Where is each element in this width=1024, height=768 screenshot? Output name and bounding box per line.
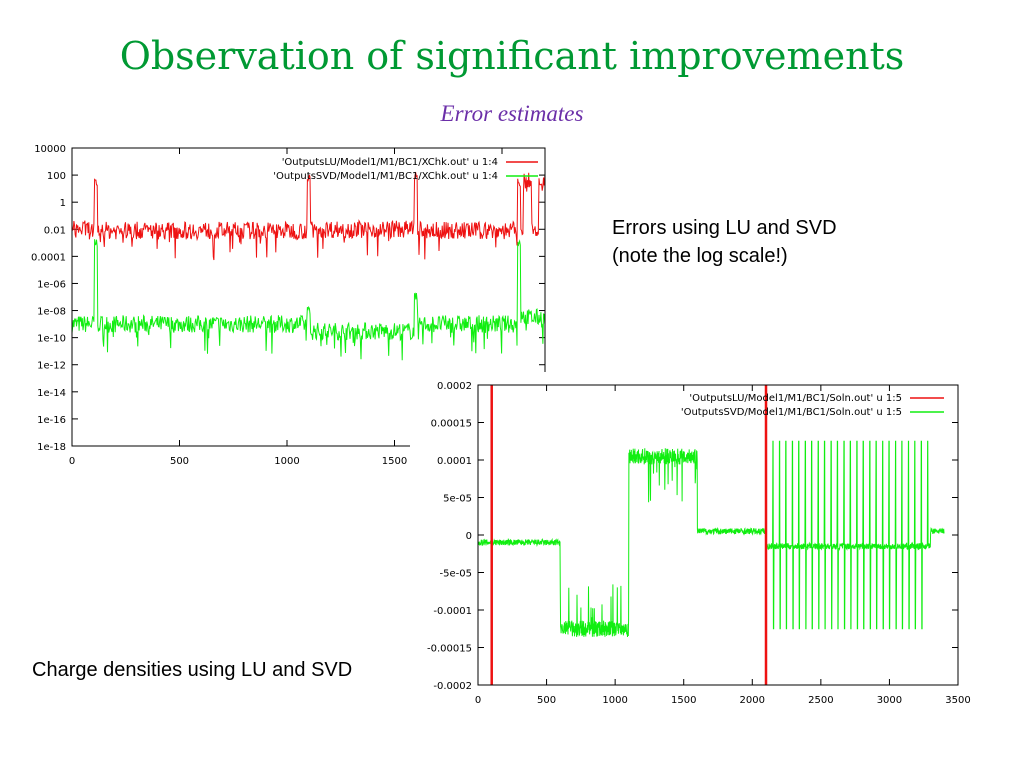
x-tick-label: 2000 bbox=[740, 695, 765, 706]
x-tick-label: 500 bbox=[537, 695, 556, 706]
y-tick-label: 1 bbox=[60, 198, 66, 209]
plot-area bbox=[478, 385, 958, 685]
y-tick-label: -0.00015 bbox=[427, 644, 472, 655]
y-tick-label: 1e-06 bbox=[37, 279, 66, 290]
charge-note: Charge densities using LU and SVD bbox=[32, 659, 353, 681]
y-tick-label: 0.00015 bbox=[431, 419, 472, 430]
y-tick-label: 0 bbox=[466, 531, 472, 542]
y-tick-label: 1e-12 bbox=[37, 361, 66, 372]
x-tick-label: 1000 bbox=[274, 456, 299, 467]
series-lines bbox=[478, 385, 945, 685]
x-tick-label: 1500 bbox=[382, 456, 407, 467]
y-tick-label: 1e-08 bbox=[37, 307, 66, 318]
y-tick-label: 1e-10 bbox=[37, 334, 66, 345]
x-tick-label: 500 bbox=[170, 456, 189, 467]
slide-subtitle: Error estimates bbox=[440, 101, 584, 126]
x-tick-label: 1500 bbox=[671, 695, 696, 706]
y-tick-label: -5e-05 bbox=[440, 569, 472, 580]
y-tick-label: 0.0001 bbox=[437, 456, 472, 467]
x-tick-label: 3500 bbox=[945, 695, 970, 706]
y-tick-label: 100 bbox=[47, 171, 66, 182]
legend-label-lu: 'OutputsLU/Model1/M1/BC1/Soln.out' u 1:5 bbox=[689, 393, 902, 404]
errors-note-line2: (note the log scale!) bbox=[612, 245, 788, 267]
y-tick-label: 0.0001 bbox=[31, 252, 66, 263]
series-lu-line bbox=[72, 171, 545, 261]
y-tick-label: 1e-16 bbox=[37, 415, 66, 426]
y-tick-label: 0.01 bbox=[44, 225, 66, 236]
errors-note-line1: Errors using LU and SVD bbox=[612, 217, 837, 239]
x-tick-label: 0 bbox=[475, 695, 481, 706]
x-tick-label: 3000 bbox=[877, 695, 902, 706]
y-tick-label: 0.0002 bbox=[437, 381, 472, 392]
series-svd-line bbox=[478, 440, 945, 638]
series-lines bbox=[72, 171, 545, 361]
legend-label-lu: 'OutputsLU/Model1/M1/BC1/XChk.out' u 1:4 bbox=[282, 157, 498, 168]
legend-label-svd: 'OutputsSVD/Model1/M1/BC1/XChk.out' u 1:… bbox=[273, 171, 498, 182]
series-svd-line bbox=[72, 239, 545, 361]
errors-note: Errors using LU and SVD (note the log sc… bbox=[612, 214, 837, 270]
y-tick-label: 10000 bbox=[34, 144, 66, 155]
y-tick-label: 1e-18 bbox=[37, 442, 66, 453]
y-tick-label: 5e-05 bbox=[443, 494, 472, 505]
slide-title: Observation of significant improvements bbox=[119, 34, 905, 78]
x-tick-label: 2500 bbox=[808, 695, 833, 706]
y-tick-label: 1e-14 bbox=[37, 388, 66, 399]
x-tick-label: 1000 bbox=[602, 695, 627, 706]
y-tick-label: -0.0002 bbox=[433, 681, 472, 692]
plot-frame bbox=[477, 384, 959, 686]
plot-frame bbox=[71, 147, 546, 447]
y-tick-label: -0.0001 bbox=[433, 606, 472, 617]
x-tick-label: 0 bbox=[69, 456, 75, 467]
legend-label-svd: 'OutputsSVD/Model1/M1/BC1/Soln.out' u 1:… bbox=[681, 407, 902, 418]
